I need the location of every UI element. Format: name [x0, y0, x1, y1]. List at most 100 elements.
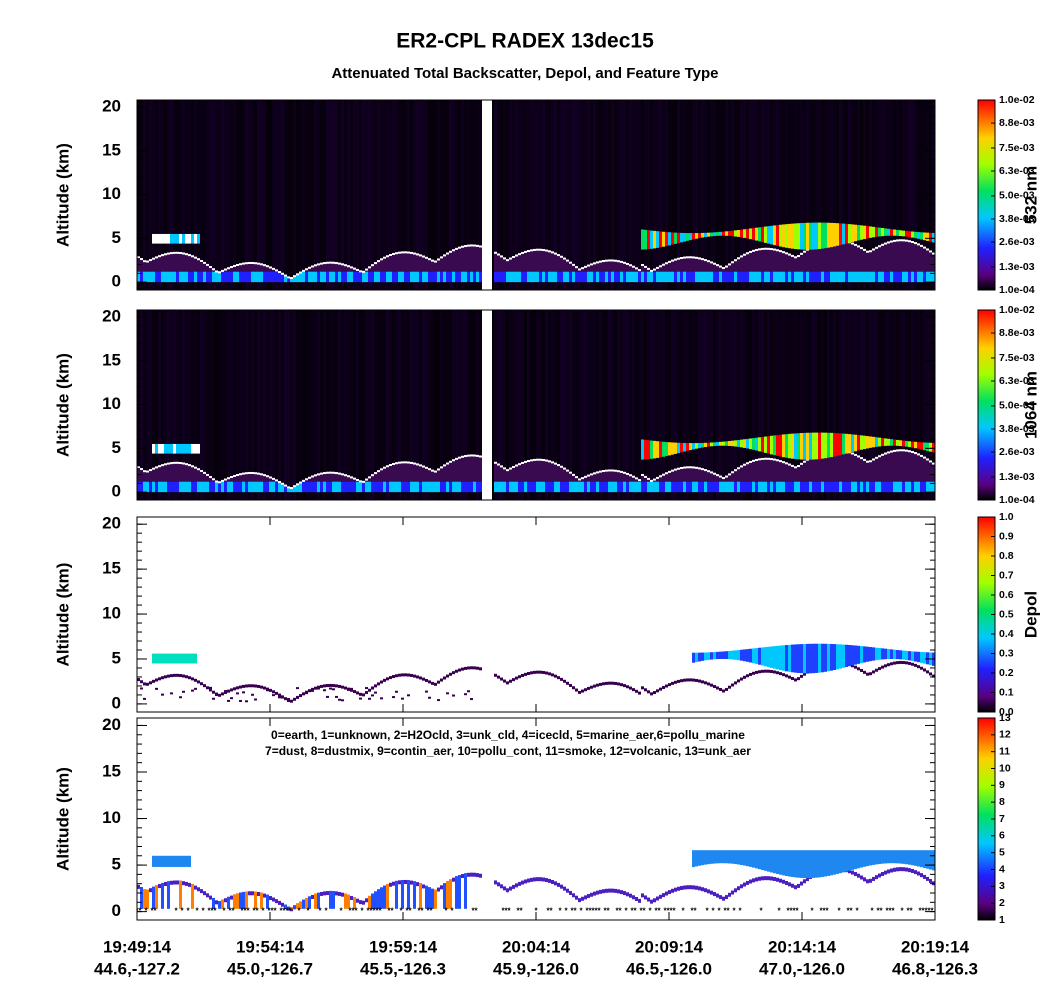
cirrus: [653, 230, 656, 249]
depol-cirrus: [800, 644, 803, 674]
aerosol-layer: [242, 271, 245, 283]
feature-aerosol: [155, 885, 158, 909]
cloud-top: [173, 233, 176, 244]
depol-cloud: [404, 673, 407, 677]
depol-cirrus: [716, 651, 719, 660]
aerosol-layer: [401, 271, 404, 283]
depol-noise: [236, 692, 239, 695]
low-cloud: [611, 470, 614, 482]
cloud-top: [212, 478, 215, 481]
aerosol-layer: [146, 271, 149, 283]
depol-cloud: [410, 673, 413, 677]
noise: [239, 310, 242, 500]
cloud-top: [191, 465, 194, 468]
aerosol-layer: [149, 481, 152, 493]
noise: [167, 100, 170, 290]
low-cloud: [764, 458, 767, 482]
low-cloud: [674, 259, 677, 272]
depol-cirrus: [827, 643, 830, 672]
feature-cloud: [323, 891, 326, 896]
cloud-top: [614, 259, 617, 262]
subtitle: Attenuated Total Backscatter, Depol, and…: [331, 65, 718, 82]
low-cloud: [752, 460, 755, 482]
aerosol-layer: [278, 482, 281, 493]
cloud-top: [239, 473, 242, 476]
cirrus: [752, 438, 755, 450]
noise: [668, 100, 671, 290]
aerosol-layer: [653, 481, 656, 493]
cirrus: [743, 439, 746, 448]
aerosol-layer: [824, 481, 827, 493]
cloud-top: [608, 469, 611, 472]
aerosol-layer: [473, 481, 476, 493]
aerosol-layer: [542, 271, 545, 283]
noise: [179, 310, 182, 500]
cloud-top: [146, 260, 149, 263]
feature-cloud: [497, 882, 500, 887]
depol-cloud: [581, 689, 584, 693]
noise: [269, 100, 272, 290]
earth-marker: *: [279, 907, 283, 916]
aerosol-layer: [656, 481, 659, 493]
low-cloud: [500, 466, 503, 482]
feature-cloud: [851, 870, 854, 875]
noise: [596, 310, 599, 500]
aerosol-layer: [242, 481, 245, 493]
earth-marker: *: [759, 907, 763, 916]
depol-cloud: [746, 674, 749, 678]
aerosol-layer: [863, 481, 866, 493]
aerosol-layer: [896, 271, 899, 283]
feature-cloud: [389, 882, 392, 887]
cloud-top: [512, 465, 515, 468]
noise: [875, 310, 878, 500]
cirrus: [926, 442, 929, 451]
cirrus: [749, 438, 752, 450]
cirrus: [890, 229, 893, 236]
low-cloud: [167, 253, 170, 272]
feature-aerosol: [236, 893, 239, 909]
low-cloud: [143, 261, 146, 272]
low-cloud: [563, 258, 566, 272]
low-cloud: [659, 476, 662, 482]
depol-cloud: [569, 683, 572, 687]
y-tick-label: 10: [102, 184, 121, 203]
low-cloud: [452, 250, 455, 272]
feature-cirrus: [926, 850, 929, 869]
earth-marker: *: [690, 907, 694, 916]
cloud-top: [515, 254, 518, 257]
earth-marker: *: [846, 907, 850, 916]
noise: [590, 100, 593, 290]
cirrus: [701, 442, 704, 448]
cloud-top: [149, 259, 152, 262]
cirrus: [695, 233, 698, 239]
cloud-top: [509, 257, 512, 260]
cloud-top: [365, 478, 368, 481]
low-cloud: [449, 461, 452, 482]
noise: [281, 310, 284, 500]
noise: [413, 100, 416, 290]
aerosol-layer: [227, 271, 230, 283]
aerosol-layer: [158, 481, 161, 493]
earth-marker: *: [648, 907, 652, 916]
low-cloud: [674, 469, 677, 482]
feature-cloud: [710, 890, 713, 895]
low-cloud: [554, 253, 557, 272]
y-axis-label: Altitude (km): [53, 767, 72, 871]
noise: [758, 310, 761, 500]
noise: [200, 310, 203, 500]
noise: [803, 310, 806, 500]
aerosol-layer: [395, 271, 398, 283]
aerosol-layer: [686, 271, 689, 283]
cirrus: [932, 442, 935, 453]
earth-marker: *: [267, 907, 271, 916]
aerosol-layer: [374, 481, 377, 493]
noise: [884, 310, 887, 500]
aerosol-layer: [542, 481, 545, 493]
low-cloud: [905, 240, 908, 272]
cloud-top: [476, 244, 479, 247]
noise: [521, 310, 524, 500]
cloud-top: [506, 469, 509, 472]
low-cloud: [713, 473, 716, 482]
aerosol-layer: [746, 271, 749, 283]
feature-cloud: [437, 887, 440, 892]
